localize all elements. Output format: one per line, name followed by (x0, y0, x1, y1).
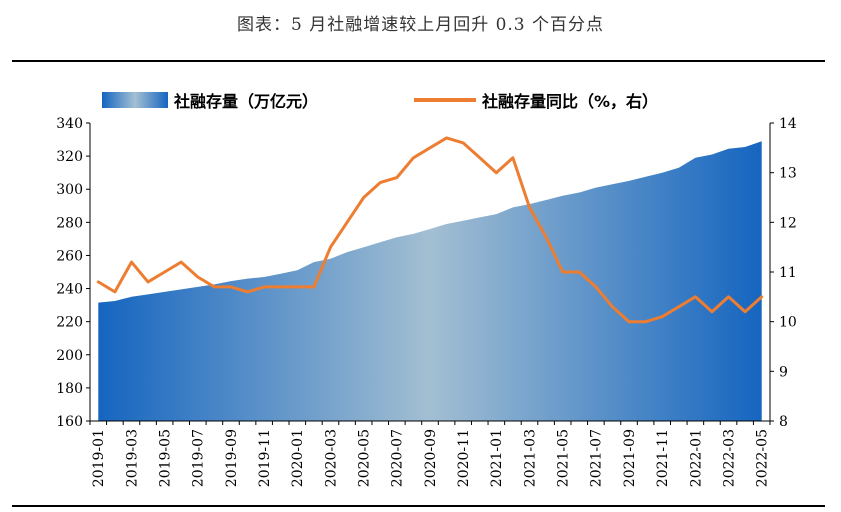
right-tick-label: 10 (779, 315, 797, 331)
x-tick-label: 2020-05 (357, 429, 373, 487)
x-tick-label: 2022-03 (721, 429, 737, 487)
series-yoy-line (96, 136, 764, 324)
x-tick-label: 2019-05 (158, 429, 174, 487)
left-tick-label: 200 (56, 348, 83, 364)
x-tick-label: 2020-09 (423, 429, 439, 487)
bottom-rule (12, 505, 825, 507)
legend-label-stock: 社融存量（万亿元） (173, 92, 318, 111)
series-stock-area (98, 141, 762, 421)
x-tick-label: 2019-11 (257, 429, 273, 487)
left-tick-label: 280 (56, 215, 83, 231)
right-tick-label: 11 (779, 265, 797, 281)
right-tick-label: 12 (779, 215, 797, 231)
legend-label-yoy: 社融存量同比（%，右） (481, 92, 658, 111)
top-rule (12, 60, 825, 62)
x-tick-label: 2020-03 (323, 429, 339, 487)
x-tick-label: 2021-09 (622, 429, 638, 487)
x-tick-label: 2020-01 (290, 429, 306, 487)
right-tick-label: 8 (779, 414, 788, 430)
right-tick-label: 9 (779, 364, 788, 380)
left-tick-label: 160 (56, 414, 83, 430)
legend-swatch-stock (102, 92, 168, 108)
x-tick-label: 2019-07 (191, 429, 207, 487)
x-tick-label: 2019-01 (91, 429, 107, 487)
left-tick-label: 180 (56, 381, 83, 397)
left-tick-label: 260 (56, 248, 83, 264)
left-tick-label: 300 (56, 182, 83, 198)
x-tick-label: 2021-07 (589, 429, 605, 487)
x-tick-label: 2021-03 (522, 429, 538, 487)
x-tick-label: 2020-11 (456, 429, 472, 487)
left-tick-label: 340 (56, 116, 83, 132)
x-tick-label: 2021-05 (556, 429, 572, 487)
x-tick-label: 2019-09 (224, 429, 240, 487)
left-tick-label: 220 (56, 315, 83, 331)
x-tick-label: 2022-05 (755, 429, 771, 487)
left-tick-label: 320 (56, 149, 83, 165)
right-tick-label: 14 (779, 116, 797, 132)
x-tick-label: 2021-01 (489, 429, 505, 487)
right-tick-label: 13 (779, 166, 797, 182)
x-tick-label: 2019-03 (124, 429, 140, 487)
x-tick-label: 2021-11 (655, 429, 671, 487)
figure-title: 图表：5 月社融增速较上月回升 0.3 个百分点 (236, 15, 605, 35)
x-tick-label: 2020-07 (390, 429, 406, 487)
legend: 社融存量（万亿元） 社融存量同比（%，右） (102, 92, 658, 111)
left-tick-label: 240 (56, 282, 83, 298)
x-tick-label: 2022-01 (688, 429, 704, 487)
